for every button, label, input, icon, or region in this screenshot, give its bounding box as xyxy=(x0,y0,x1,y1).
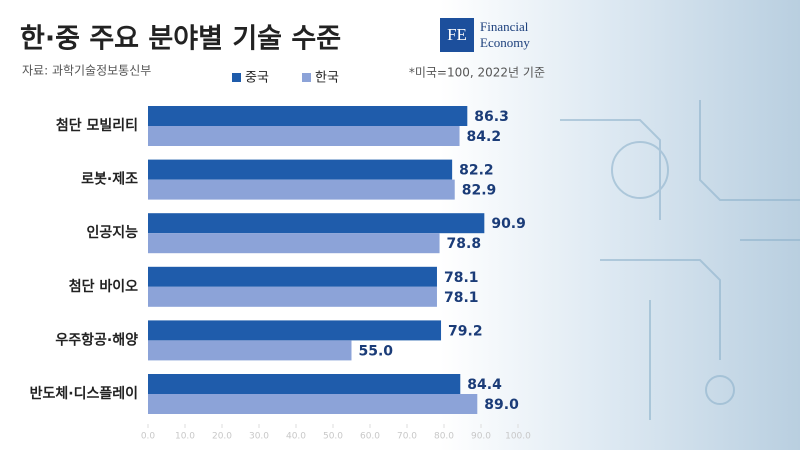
value-label: 89.0 xyxy=(484,397,519,413)
category-label: 반도체·디스플레이 xyxy=(30,385,138,402)
category-label: 인공지능 xyxy=(86,224,138,241)
bar xyxy=(148,340,352,361)
bar xyxy=(148,266,437,287)
bar xyxy=(148,106,468,126)
x-tick-label: 70.0 xyxy=(397,432,417,442)
bar xyxy=(148,233,440,254)
bar xyxy=(148,126,460,146)
x-tick-label: 30.0 xyxy=(249,432,269,442)
bar xyxy=(148,286,437,307)
value-label: 78.1 xyxy=(444,290,479,306)
x-tick-label: 40.0 xyxy=(286,432,306,442)
bar xyxy=(148,213,485,234)
legend-swatch xyxy=(302,73,311,82)
category-label: 로봇·제조 xyxy=(81,172,138,188)
x-tick-label: 100.0 xyxy=(505,432,531,442)
bar xyxy=(148,374,461,394)
bar xyxy=(148,394,478,414)
logo-text: Economy xyxy=(480,35,530,50)
x-tick-label: 20.0 xyxy=(212,432,232,442)
bar xyxy=(148,320,442,341)
x-tick-label: 50.0 xyxy=(323,432,343,442)
legend-swatch xyxy=(232,73,241,82)
legend-label: 중국 xyxy=(245,71,269,86)
logo-text: Financial xyxy=(480,19,529,34)
value-label: 84.2 xyxy=(467,129,502,145)
value-label: 82.9 xyxy=(462,183,497,199)
category-label: 첨단 바이오 xyxy=(69,278,138,295)
value-label: 78.1 xyxy=(444,270,479,286)
bar xyxy=(148,179,455,200)
bar xyxy=(148,159,453,180)
x-tick-label: 60.0 xyxy=(360,432,380,442)
x-tick-label: 0.0 xyxy=(141,432,156,442)
category-label: 우주항공·해양 xyxy=(55,331,138,348)
legend-box xyxy=(205,62,365,92)
value-label: 86.3 xyxy=(474,109,509,125)
value-label: 84.4 xyxy=(467,377,502,393)
logo-mark: FE xyxy=(447,25,467,44)
value-label: 78.8 xyxy=(447,236,482,252)
source: 자료: 과학기술정보통신부 xyxy=(22,64,151,78)
chart-title: 한·중 주요 분야별 기술 수준 xyxy=(20,24,341,55)
x-tick-label: 80.0 xyxy=(434,432,454,442)
value-label: 90.9 xyxy=(491,216,526,232)
x-tick-label: 90.0 xyxy=(471,432,491,442)
logo-mark-box xyxy=(440,18,474,52)
note: *미국=100, 2022년 기준 xyxy=(409,66,545,80)
circuit-decoration xyxy=(560,100,800,420)
legend-label: 한국 xyxy=(315,71,339,86)
value-label: 82.2 xyxy=(459,163,494,179)
x-tick-label: 10.0 xyxy=(175,432,195,442)
value-label: 55.0 xyxy=(359,343,394,359)
category-label: 첨단 모빌리티 xyxy=(56,117,138,134)
value-label: 79.2 xyxy=(448,323,483,339)
